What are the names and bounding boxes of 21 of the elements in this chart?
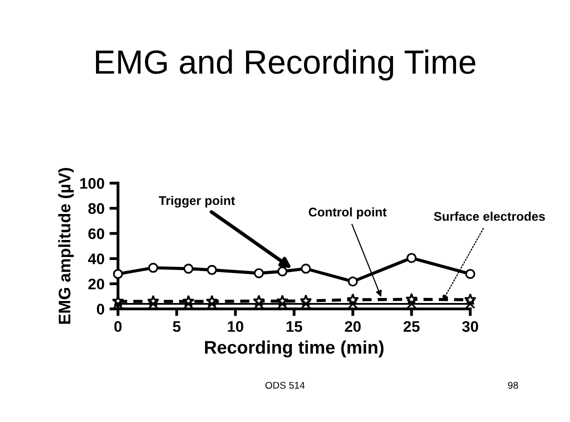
y-tick-label: 40 — [88, 253, 104, 264]
x-tick-label: 0 — [114, 321, 122, 332]
x-tick-label: 10 — [228, 321, 244, 332]
y-tick-label: 80 — [88, 203, 104, 214]
x-tick-label: 25 — [404, 321, 420, 332]
x-tick-label: 5 — [172, 321, 181, 332]
y-axis-title: EMG amplitude (µV) — [58, 168, 74, 324]
text: Trigger point — [158, 196, 235, 208]
y-tick-label: 20 — [88, 278, 104, 290]
y-tick-label: 60 — [88, 228, 104, 240]
x-tick-label: 15 — [286, 321, 302, 332]
text: 98 — [508, 382, 518, 389]
y-tick-label: 0 — [96, 304, 104, 315]
y-tick-label: 100 — [80, 178, 104, 189]
x-tick-label: 20 — [344, 321, 361, 332]
chart-title: EMG and Recording Time — [96, 49, 476, 81]
x-tick-label: 30 — [462, 321, 478, 332]
text: Surface electrodes — [434, 212, 545, 221]
x-axis-title: Recording time (min) — [205, 340, 384, 358]
text: Control point — [308, 207, 387, 219]
text: ODS 514 — [265, 382, 305, 389]
